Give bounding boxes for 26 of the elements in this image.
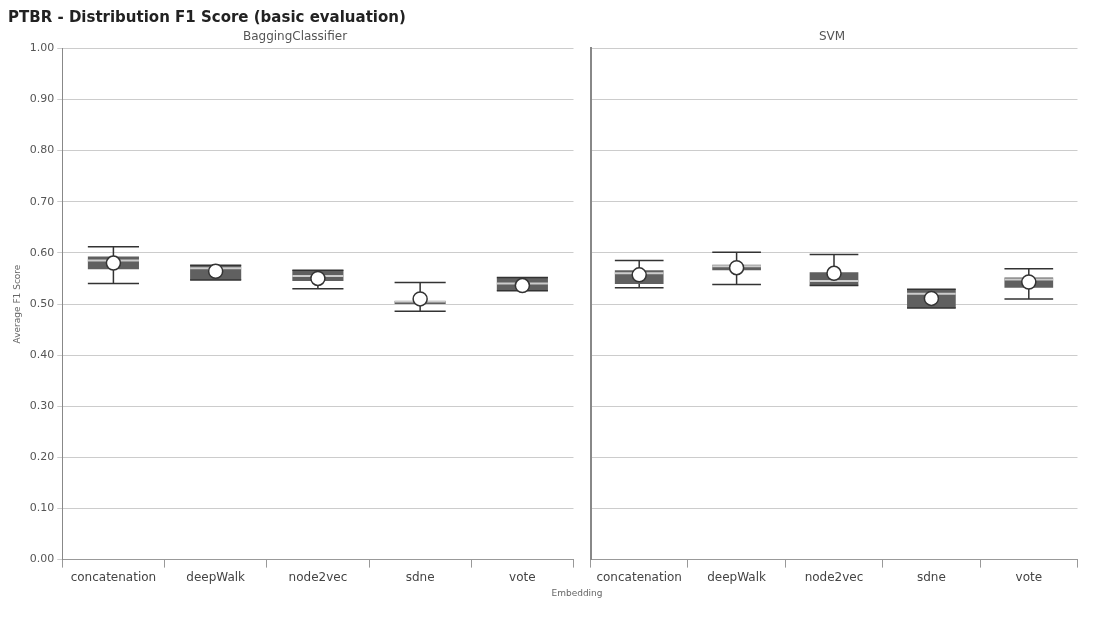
y-tick-label: 0.90: [29, 92, 55, 106]
x-tick-label: sdne: [405, 569, 435, 584]
y-tick-label: 1.00: [29, 41, 55, 55]
y-tick-label: 0.00: [29, 552, 55, 566]
chart-title: PTBR - Distribution F1 Score (basic evaluation): [8, 8, 407, 26]
x-tick-label: concatenation: [596, 569, 682, 584]
y-axis-title: Average F1 Score: [11, 264, 22, 344]
x-tick-label: sdne: [916, 569, 946, 584]
y-tick-label: 0.80: [29, 143, 55, 157]
x-tick-label: node2vec: [804, 569, 864, 584]
y-tick-label: 0.70: [29, 194, 55, 208]
y-tick-label: 0.50: [29, 296, 55, 310]
y-tick-label: 0.60: [29, 245, 55, 259]
y-tick-label: 0.20: [29, 450, 55, 464]
chart-subtitle: SVM: [818, 29, 846, 44]
x-tick-label: deepWalk: [707, 569, 767, 584]
x-tick-label: concatenation: [70, 569, 157, 584]
chart-subtitle: BaggingClassifier: [242, 29, 348, 44]
y-tick-label: 0.10: [29, 501, 55, 515]
x-tick-label: node2vec: [288, 569, 348, 584]
x-axis-title: Embedding: [550, 588, 604, 598]
y-tick-label: 0.30: [29, 399, 55, 413]
x-tick-label: deepWalk: [186, 569, 246, 584]
x-tick-label: vote: [1015, 569, 1043, 584]
y-tick-label: 0.40: [29, 347, 55, 361]
x-tick-label: vote: [509, 569, 536, 584]
